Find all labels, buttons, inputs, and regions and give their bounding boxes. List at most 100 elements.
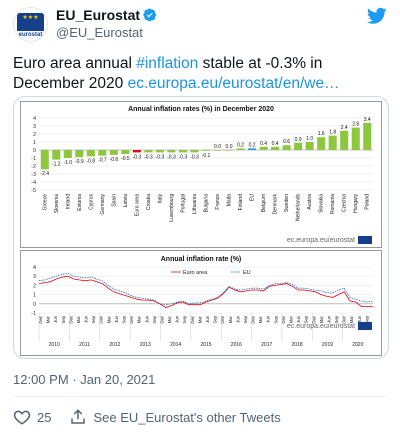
month-tick-label: Mar bbox=[106, 315, 111, 323]
year-label: 2019 bbox=[322, 342, 333, 348]
bar-category-label: Romania bbox=[330, 194, 336, 214]
bar-category-label: Croatia bbox=[146, 194, 152, 210]
tweet-timestamp[interactable]: 12:00 PM · Jan 20, 2021 bbox=[13, 372, 156, 387]
bar-data-label: 0.2 bbox=[249, 142, 256, 148]
month-tick-label: Mar bbox=[137, 315, 142, 323]
month-tick-label: Sep bbox=[304, 315, 309, 323]
bar-y-tick-label: -4 bbox=[31, 180, 36, 186]
month-tick-label: Dec bbox=[251, 315, 256, 323]
bar-category-label: Euro area bbox=[134, 194, 140, 216]
bar-category-label: Austria bbox=[307, 194, 313, 210]
bar-data-label: -0.3 bbox=[133, 154, 142, 160]
bar-y-tick-label: -3 bbox=[31, 172, 36, 178]
month-tick-label: Dec bbox=[220, 315, 225, 323]
bar-category-label: Czechia bbox=[342, 194, 348, 212]
bar-data-label: 1.6 bbox=[318, 131, 325, 137]
bar bbox=[248, 148, 257, 150]
month-tick-label: Mar bbox=[258, 315, 263, 323]
bar bbox=[201, 150, 211, 151]
bar bbox=[109, 150, 118, 155]
heart-icon bbox=[13, 410, 31, 425]
bar-data-label: -0.3 bbox=[179, 154, 188, 160]
month-tick-label: Mar bbox=[167, 315, 172, 323]
bar-data-label: 2.8 bbox=[352, 122, 359, 128]
bar-category-label: Italy bbox=[157, 194, 163, 204]
avatar-label: eurostat bbox=[18, 32, 43, 38]
bar-category-label: Lithuania bbox=[192, 194, 198, 215]
bar-category-label: Ireland bbox=[65, 194, 71, 210]
bar-data-label: -1.0 bbox=[63, 160, 72, 166]
bar bbox=[132, 150, 141, 153]
year-label: 2016 bbox=[231, 342, 242, 348]
bar bbox=[305, 142, 314, 150]
line-y-tick-label: 1 bbox=[33, 293, 36, 299]
bar bbox=[121, 150, 130, 154]
bar-category-label: France bbox=[215, 194, 221, 210]
bar-data-label: 0.9 bbox=[295, 137, 302, 143]
year-label: 2018 bbox=[292, 342, 303, 348]
bar bbox=[190, 150, 199, 153]
divider bbox=[13, 396, 387, 397]
line-chart-title: Annual inflation rate (%) bbox=[161, 256, 242, 263]
bar bbox=[178, 150, 187, 153]
bar-y-tick-label: 0 bbox=[33, 148, 36, 154]
bar-category-label: Malta bbox=[227, 194, 233, 206]
twitter-bird-icon[interactable] bbox=[367, 7, 387, 25]
bar-y-tick-label: 4 bbox=[33, 116, 36, 122]
month-tick-label: Dec bbox=[281, 315, 286, 323]
bar-category-label: Bulgaria bbox=[204, 194, 210, 213]
like-button[interactable]: 25 bbox=[13, 408, 51, 426]
bar bbox=[98, 150, 107, 156]
eurostat-logo-icon bbox=[358, 236, 372, 244]
hashtag-link[interactable]: #inflation bbox=[136, 55, 199, 72]
month-tick-label: Jun bbox=[357, 315, 362, 323]
bar bbox=[52, 150, 61, 160]
account-handle[interactable]: @EU_Eurostat bbox=[56, 25, 143, 40]
bar-data-label: 1.8 bbox=[329, 130, 336, 136]
line-chart-source: ec.europa.eu/eurostat bbox=[287, 323, 355, 330]
month-tick-label: Jun bbox=[205, 315, 210, 323]
month-tick-label: Mar bbox=[197, 315, 202, 323]
bar-category-label: Finland bbox=[238, 194, 244, 211]
month-tick-label: Jun bbox=[235, 315, 240, 323]
eurostat-logo-icon bbox=[358, 322, 372, 330]
line-y-tick-label: 2 bbox=[33, 283, 36, 289]
bar bbox=[259, 146, 268, 150]
year-label: 2020 bbox=[352, 342, 363, 348]
year-label: 2013 bbox=[140, 342, 151, 348]
tweet-media[interactable]: Annual inflation rates (%) in December 2… bbox=[13, 96, 389, 359]
bar-data-label: 0.4 bbox=[260, 141, 267, 147]
like-count: 25 bbox=[37, 409, 52, 425]
month-tick-label: Sep bbox=[61, 315, 66, 323]
month-tick-label: Sep bbox=[122, 315, 127, 323]
bar-data-label: 1.0 bbox=[306, 136, 313, 142]
bar-data-label: -2.4 bbox=[40, 171, 49, 177]
other-tweets-button[interactable]: See EU_Eurostat's other Tweets bbox=[69, 408, 281, 426]
bar-category-label: Spain bbox=[111, 194, 117, 207]
bar-category-label: Estonia bbox=[77, 194, 83, 211]
url-link[interactable]: ec.europa.eu/eurostat/en/we… bbox=[127, 75, 340, 92]
avatar[interactable]: ★★★ eurostat bbox=[13, 7, 48, 42]
bar-data-label: -0.9 bbox=[75, 159, 84, 165]
line-y-tick-label: 0 bbox=[33, 302, 36, 308]
bar-category-label: Netherlands bbox=[296, 194, 302, 221]
bar-category-label: Greece bbox=[42, 194, 48, 211]
verified-badge-icon bbox=[143, 8, 157, 22]
line-series bbox=[38, 272, 374, 306]
month-tick-label: Jun bbox=[326, 315, 331, 323]
month-tick-label: Jun bbox=[296, 315, 301, 323]
month-tick-label: Jun bbox=[144, 315, 149, 323]
bar bbox=[340, 130, 349, 150]
bar-data-label: -0.8 bbox=[87, 158, 96, 164]
legend-label: Euro area bbox=[183, 270, 208, 276]
account-name[interactable]: EU_Eurostat bbox=[56, 7, 141, 23]
month-tick-label: Jun bbox=[266, 315, 271, 323]
bar-category-label: Germany bbox=[100, 194, 106, 215]
year-label: 2011 bbox=[79, 342, 90, 348]
share-icon bbox=[71, 409, 86, 424]
bar-data-label: -0.5 bbox=[121, 156, 130, 162]
month-tick-label: Mar bbox=[76, 315, 81, 323]
bar bbox=[86, 150, 95, 157]
month-tick-label: Mar bbox=[319, 315, 324, 323]
bar-category-label: Portugal bbox=[180, 194, 186, 213]
